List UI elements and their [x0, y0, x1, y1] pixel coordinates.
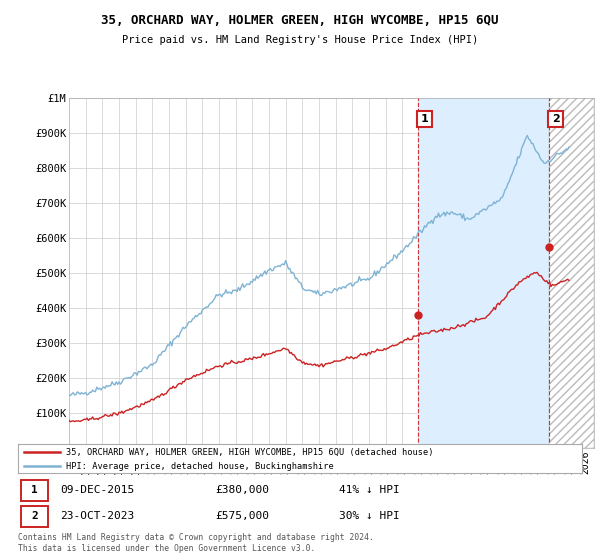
Text: 1: 1 [421, 114, 428, 124]
Text: HPI: Average price, detached house, Buckinghamshire: HPI: Average price, detached house, Buck… [66, 461, 334, 471]
FancyBboxPatch shape [21, 506, 48, 527]
FancyBboxPatch shape [21, 480, 48, 501]
Bar [418, 98, 549, 448]
Text: 1: 1 [31, 486, 38, 496]
Text: 2: 2 [31, 511, 38, 521]
Text: 09-DEC-2015: 09-DEC-2015 [60, 486, 134, 496]
Text: £380,000: £380,000 [215, 486, 269, 496]
Text: Contains HM Land Registry data © Crown copyright and database right 2024.
This d: Contains HM Land Registry data © Crown c… [18, 533, 374, 553]
Text: Price paid vs. HM Land Registry's House Price Index (HPI): Price paid vs. HM Land Registry's House … [122, 35, 478, 45]
Text: 41% ↓ HPI: 41% ↓ HPI [340, 486, 400, 496]
Text: 35, ORCHARD WAY, HOLMER GREEN, HIGH WYCOMBE, HP15 6QU: 35, ORCHARD WAY, HOLMER GREEN, HIGH WYCO… [101, 14, 499, 27]
Text: 23-OCT-2023: 23-OCT-2023 [60, 511, 134, 521]
Text: 2: 2 [551, 114, 559, 124]
Text: 35, ORCHARD WAY, HOLMER GREEN, HIGH WYCOMBE, HP15 6QU (detached house): 35, ORCHARD WAY, HOLMER GREEN, HIGH WYCO… [66, 448, 433, 457]
Text: £575,000: £575,000 [215, 511, 269, 521]
Text: 30% ↓ HPI: 30% ↓ HPI [340, 511, 400, 521]
Bar [549, 98, 594, 448]
